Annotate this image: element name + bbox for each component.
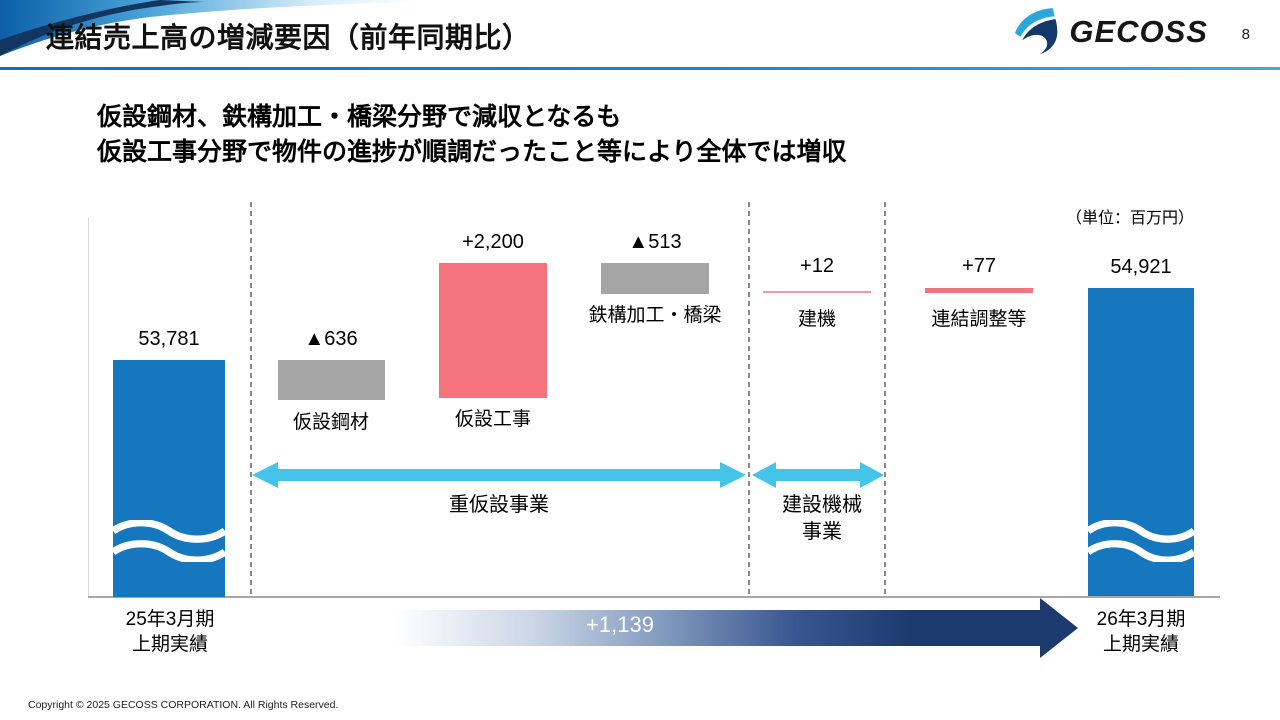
delta-thin-line: [763, 291, 871, 293]
segment-arrow-icon: [752, 462, 884, 488]
delta-label: 仮設工事: [454, 409, 531, 430]
delta-value: +2,200: [462, 231, 524, 253]
gecoss-logo-text: GECOSS: [1069, 14, 1208, 49]
delta-value: +77: [962, 255, 996, 277]
end-bar-value: 54,921: [1110, 256, 1172, 278]
segment-label-jukasetsu: 重仮設事業: [449, 494, 549, 516]
end-total-bar: [1088, 288, 1194, 596]
delta-value: ▲636: [304, 328, 358, 350]
start-total-bar: [113, 360, 225, 597]
total-change-arrow-body: [395, 610, 1040, 646]
copyright-text: Copyright © 2025 GECOSS CORPORATION. All…: [28, 699, 339, 711]
delta-value: +12: [800, 255, 834, 277]
delta-bar-positive: [439, 263, 547, 398]
divider-dashed-line: [748, 202, 750, 597]
page-number: 8: [1241, 26, 1250, 43]
divider-dashed-line: [250, 202, 252, 597]
axis-break-waves-icon: [1088, 520, 1194, 562]
unit-label: （単位：百万円）: [1065, 210, 1194, 227]
total-change-arrowhead-icon: [1040, 598, 1078, 658]
axis-label-previous-period: 25年3月期 上期実績: [95, 607, 245, 657]
slide-message-line2: 仮設工事分野で物件の進捗が順調だったこと等により全体では増収: [97, 138, 847, 166]
axis-label-line1: 26年3月期: [1096, 609, 1186, 630]
gecoss-logo: GECOSS: [1015, 8, 1208, 56]
segment-arrow-icon: [252, 462, 746, 488]
total-change-arrow: +1,139: [395, 598, 1078, 658]
delta-bar-negative: [278, 360, 385, 400]
axis-label-line2: 上期実績: [131, 634, 208, 655]
x-axis-baseline: [88, 596, 1220, 598]
start-bar-value: 53,781: [138, 328, 200, 350]
delta-label: 仮設鋼材: [292, 412, 369, 433]
slide-message: 仮設鋼材、鉄構加工・橋梁分野で減収となるも 仮設工事分野で物件の進捗が順調だった…: [97, 100, 847, 170]
y-axis-line: [88, 218, 89, 597]
delta-bar-negative: [601, 263, 709, 294]
axis-label-line2: 上期実績: [1102, 634, 1179, 655]
slide-message-line1: 仮設鋼材、鉄構加工・橋梁分野で減収となるも: [97, 103, 622, 131]
total-change-value: +1,139: [586, 612, 654, 637]
axis-label-current-period: 26年3月期 上期実績: [1066, 607, 1216, 657]
axis-break-waves-icon: [113, 520, 225, 562]
segment-label-line1: 建設機械: [782, 494, 862, 516]
segment-label-line2: 事業: [802, 521, 842, 543]
delta-label: 鉄構加工・橋梁: [588, 305, 722, 326]
delta-label: 建機: [797, 309, 836, 330]
divider-dashed-line: [884, 202, 886, 597]
delta-label: 連結調整等: [931, 309, 1027, 330]
axis-label-line1: 25年3月期: [125, 609, 215, 630]
segment-label-kensetsu-kikai: 建設機械 事業: [752, 492, 892, 546]
header-swoosh-decoration: [0, 0, 420, 56]
page-title: 連結売上高の増減要因（前年同期比）: [46, 22, 531, 53]
gecoss-logo-icon: [1015, 8, 1058, 55]
header-underline: [0, 67, 1280, 70]
delta-thin-line: [925, 288, 1033, 293]
delta-value: ▲513: [628, 231, 682, 253]
